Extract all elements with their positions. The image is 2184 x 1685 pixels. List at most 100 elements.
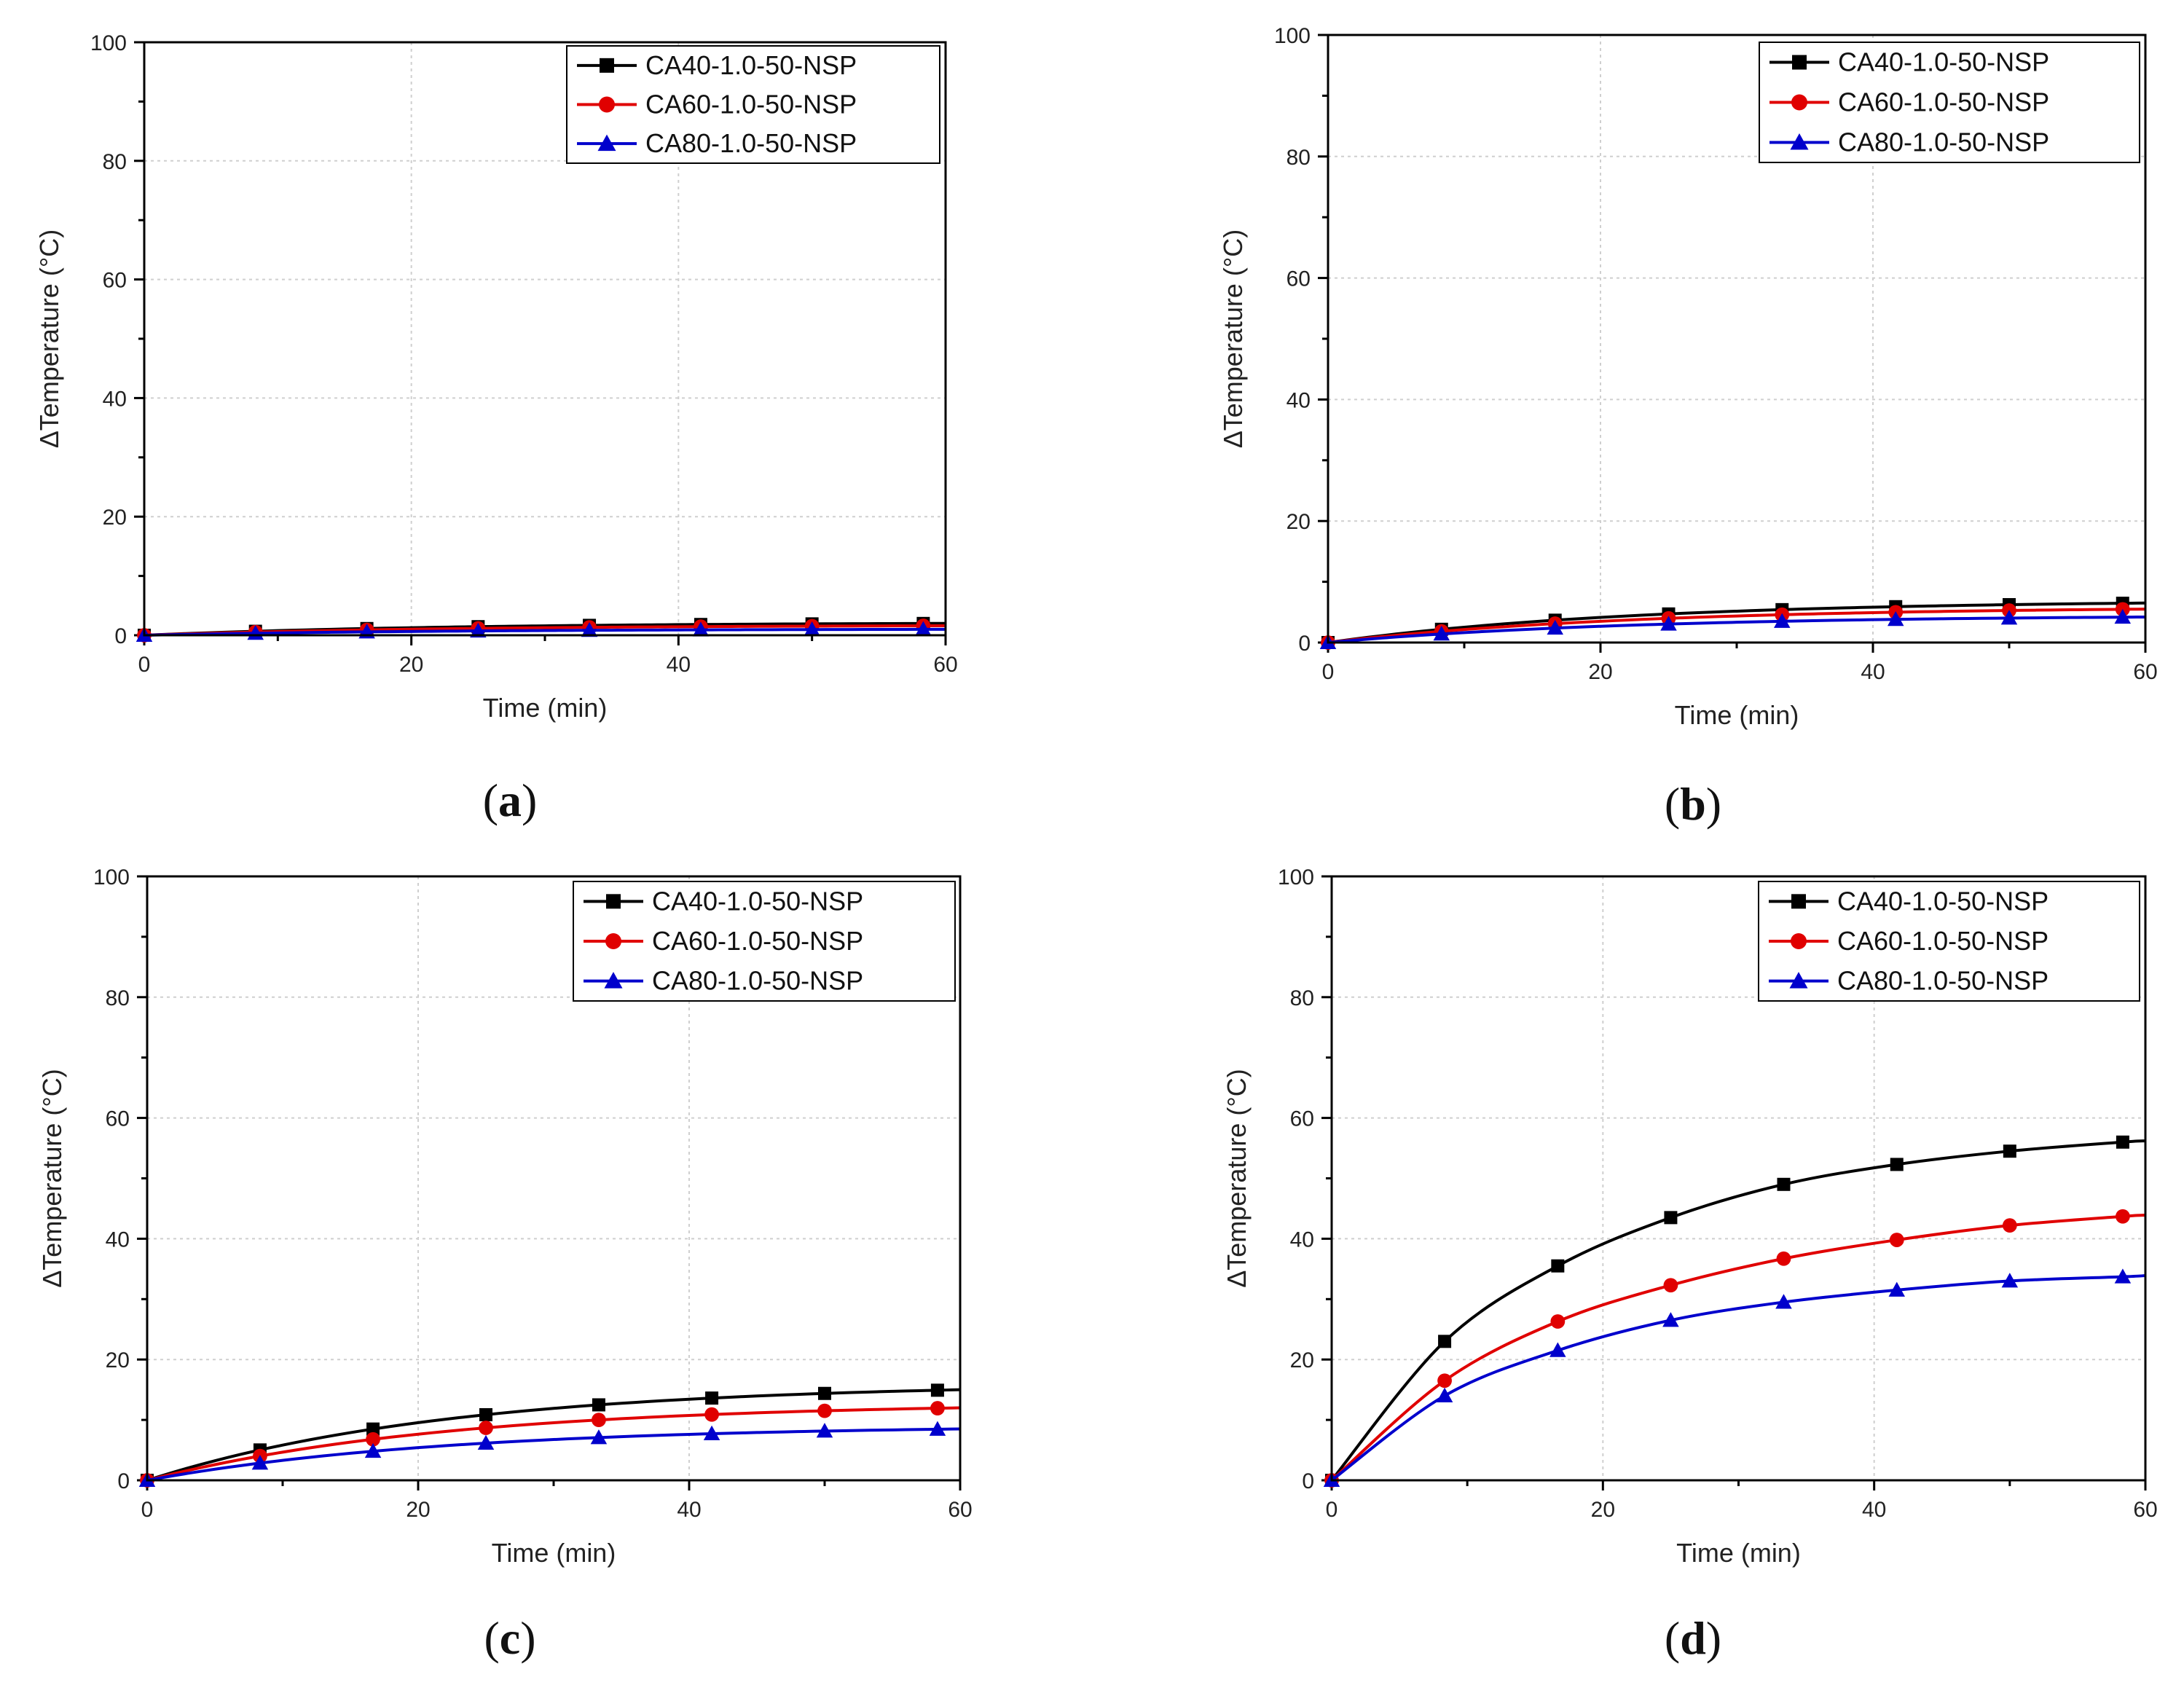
series-line (1330, 1273, 2146, 1482)
x-axis-label: Time (min) (1676, 1538, 1801, 1568)
x-tick-label: 20 (1588, 660, 1612, 684)
y-tick-label: 80 (1287, 146, 1311, 170)
y-tick-label: 20 (1287, 510, 1311, 534)
series-line (1330, 1214, 2146, 1482)
data-point (817, 1403, 832, 1418)
legend-marker (1791, 894, 1806, 909)
data-point (581, 621, 598, 637)
x-tick-label: 40 (1862, 1498, 1886, 1522)
data-point (251, 1455, 269, 1470)
x-tick-label: 60 (2133, 1498, 2157, 1522)
x-tick-label: 20 (406, 1498, 430, 1522)
legend-label: CA60-1.0-50-NSP (652, 926, 863, 956)
series-CA80-1.0-50-NSP (135, 621, 946, 642)
legend-marker (599, 96, 615, 113)
legend-marker (605, 933, 621, 949)
x-tick-label: 60 (933, 653, 957, 677)
y-tick-label: 100 (1274, 24, 1311, 48)
data-point (364, 1442, 382, 1458)
legend-label: CA80-1.0-50-NSP (1838, 127, 2049, 157)
data-point (470, 622, 487, 638)
y-tick-label: 80 (1290, 986, 1314, 1010)
y-axis-label: ΔTemperature (°C) (34, 229, 64, 449)
y-tick-label: 0 (1302, 1469, 1314, 1493)
y-tick-label: 0 (1298, 632, 1311, 656)
x-tick-label: 20 (1591, 1498, 1615, 1522)
data-point (804, 621, 820, 637)
legend-marker (1790, 133, 1809, 150)
data-point (930, 1401, 945, 1415)
y-axis-label: ΔTemperature (°C) (37, 1069, 67, 1288)
chart-d: 0 20 40 60 0 20 40 60 80 100 Time (min) ΔTemperatur… (1222, 865, 2158, 1664)
data-point (915, 621, 932, 636)
y-tick-label: 60 (1287, 267, 1311, 291)
y-tick-label: 40 (1290, 1228, 1314, 1252)
panel-caption: (b) (1665, 778, 1721, 830)
x-axis-label: Time (min) (483, 693, 608, 723)
series-CA80-1.0-50-NSP (138, 1421, 961, 1487)
data-point (1777, 1177, 1791, 1191)
x-axis-label: Time (min) (492, 1538, 616, 1568)
data-point (479, 1421, 493, 1435)
y-tick-label: 40 (103, 387, 127, 411)
y-tick-label: 20 (106, 1348, 130, 1372)
y-axis-label: ΔTemperature (°C) (1222, 1069, 1252, 1288)
plot-frame (1330, 875, 2147, 1482)
data-point (477, 1434, 495, 1450)
y-tick-label: 100 (93, 865, 130, 889)
data-point (1890, 1158, 1904, 1171)
panel-caption: (d) (1665, 1612, 1721, 1664)
chart-a: 0 20 40 60 0 20 40 60 80 100 Time (min) ΔTemperatur… (34, 31, 958, 826)
plot-frame (146, 875, 962, 1482)
data-point (1663, 1278, 1678, 1293)
series-line (146, 1406, 961, 1482)
x-tick-label: 0 (1322, 660, 1335, 684)
legend-label: CA40-1.0-50-NSP (645, 50, 857, 80)
panel-caption: (a) (483, 774, 538, 826)
legend-marker (1791, 933, 1807, 949)
data-point (1660, 616, 1677, 631)
series-CA40-1.0-50-NSP (141, 1383, 961, 1487)
legend: CA40-1.0-50-NSP CA60-1.0-50-NSP CA80-1.0-5… (566, 45, 940, 164)
y-tick-label: 100 (1278, 865, 1314, 889)
legend: CA40-1.0-50-NSP CA60-1.0-50-NSP CA80-1.0-5… (1759, 42, 2140, 163)
y-tick-label: 0 (114, 624, 127, 648)
x-tick-label: 0 (1326, 1498, 1338, 1522)
legend-marker (606, 894, 621, 909)
data-point (366, 1422, 380, 1436)
data-point (1889, 1233, 1904, 1247)
legend-label: CA80-1.0-50-NSP (1837, 966, 2049, 996)
legend: CA40-1.0-50-NSP CA60-1.0-50-NSP CA80-1.0-5… (573, 881, 956, 1002)
x-tick-label: 0 (138, 653, 151, 677)
plot-frame (143, 41, 947, 637)
data-point (816, 1423, 833, 1438)
x-tick-label: 40 (1861, 660, 1885, 684)
data-point (592, 1398, 605, 1412)
legend-marker (600, 58, 614, 73)
data-point (1437, 1373, 1452, 1389)
y-tick-label: 0 (117, 1469, 130, 1493)
data-point (1438, 1335, 1452, 1348)
data-point (1550, 1314, 1566, 1329)
data-point (2116, 1135, 2129, 1149)
data-point (2000, 610, 2018, 625)
y-tick-label: 80 (103, 150, 127, 174)
legend-label: CA60-1.0-50-NSP (1838, 87, 2049, 117)
data-point (479, 1407, 492, 1421)
y-tick-label: 40 (106, 1228, 130, 1252)
series-CA40-1.0-50-NSP (1325, 1135, 2146, 1487)
data-point (705, 1391, 719, 1405)
data-point (1551, 1259, 1565, 1273)
data-point (1549, 1342, 1566, 1357)
panel-caption: (c) (484, 1612, 535, 1664)
legend-marker (1791, 94, 1807, 111)
legend-label: CA80-1.0-50-NSP (652, 966, 863, 996)
series-line (146, 1388, 961, 1482)
data-point (1664, 1211, 1678, 1225)
y-tick-label: 60 (103, 269, 127, 293)
legend-marker (597, 134, 616, 152)
data-point (1774, 613, 1791, 628)
data-point (2116, 1209, 2130, 1224)
data-point (366, 1431, 380, 1447)
